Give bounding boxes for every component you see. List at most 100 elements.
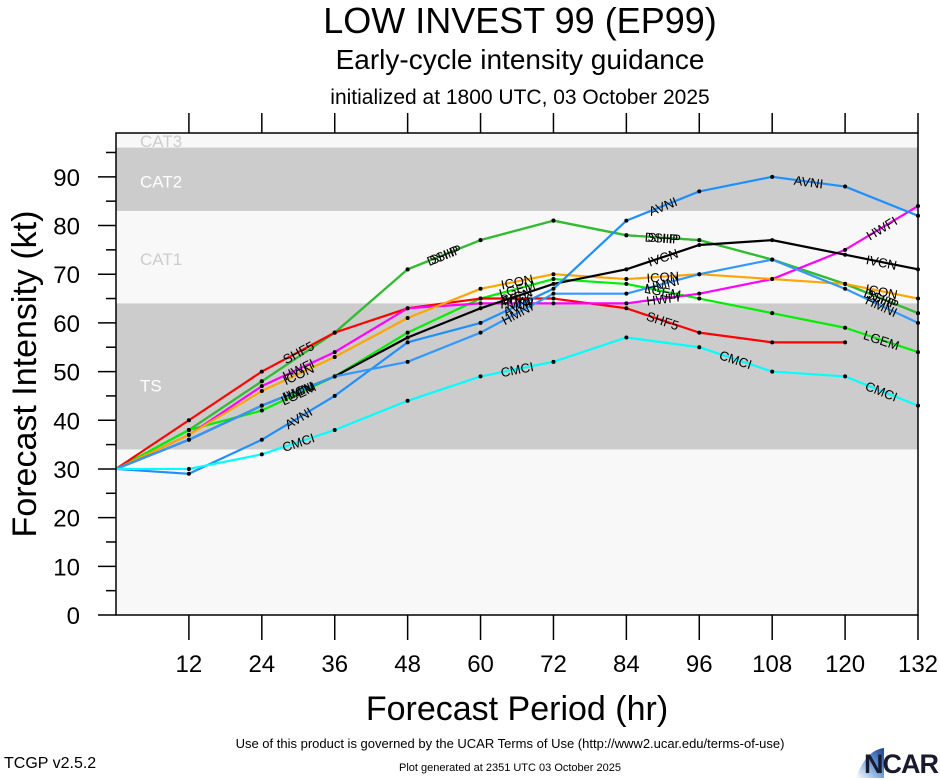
data-point-hwfi: [697, 291, 702, 296]
data-point-avni: [478, 320, 483, 325]
band-ts: [116, 303, 918, 450]
series-line-icon: [115, 273, 919, 470]
chart-subtitle: Early-cycle intensity guidance: [335, 44, 705, 75]
data-point-hwfi: [624, 301, 629, 306]
data-point-avni: [624, 218, 629, 223]
series-label-icon: ICON: [646, 269, 679, 286]
x-tick-label: 72: [540, 651, 567, 678]
data-point-icon: [186, 432, 191, 437]
generated-time: Plot generated at 2351 UTC 03 October 20…: [399, 762, 621, 774]
data-point-lgem: [186, 427, 191, 432]
series-label-hwfi: HWFI: [645, 289, 680, 308]
band-label-cat3: CAT3: [140, 132, 182, 151]
data-point-cmci: [770, 369, 775, 374]
data-point-ivcn: [624, 267, 629, 272]
chart-title: LOW INVEST 99 (EP99): [323, 0, 717, 41]
data-point-hmni: [843, 286, 848, 291]
data-point-avni: [551, 286, 556, 291]
series-label-dshp: DSHP: [644, 229, 681, 246]
y-tick-label: 30: [53, 457, 80, 484]
series-label-avni: AVNI: [793, 173, 824, 192]
data-point-cmci: [551, 359, 556, 364]
data-point-hmni: [551, 291, 556, 296]
data-point-hwfi: [843, 247, 848, 252]
data-point-avni: [405, 340, 410, 345]
ncar-logo-text: NCAR: [864, 749, 939, 779]
init-time: initialized at 1800 UTC, 03 October 2025: [330, 86, 710, 109]
x-tick-label: 48: [394, 651, 421, 678]
data-point-shf5: [186, 418, 191, 423]
data-point-cmci: [697, 345, 702, 350]
data-point-ivcn: [551, 281, 556, 286]
y-tick-label: 10: [53, 554, 80, 581]
data-point-shf5: [478, 296, 483, 301]
data-point-shf5: [624, 306, 629, 311]
data-point-hmni: [405, 359, 410, 364]
data-point-lgem: [843, 325, 848, 330]
data-point-cmci: [186, 466, 191, 471]
data-point-icon: [259, 389, 264, 394]
data-point-icon: [551, 272, 556, 277]
data-point-ivcn: [405, 335, 410, 340]
terms-of-use: Use of this product is governed by the U…: [235, 736, 785, 751]
data-point-cmci: [624, 335, 629, 340]
data-point-cmci: [332, 427, 337, 432]
data-point-lgem: [624, 281, 629, 286]
data-point-icon: [843, 281, 848, 286]
data-point-icon: [624, 277, 629, 282]
y-tick-label: 20: [53, 506, 80, 533]
data-point-icon: [405, 316, 410, 321]
data-point-hwfi: [332, 350, 337, 355]
data-point-cmci: [478, 374, 483, 379]
data-point-avni: [770, 174, 775, 179]
data-point-shf5: [697, 330, 702, 335]
y-tick-label: 0: [67, 603, 80, 630]
data-point-hmni: [697, 272, 702, 277]
data-point-shf5: [843, 340, 848, 345]
data-point-icon: [770, 277, 775, 282]
series-label-hwfi: HWFI: [500, 296, 533, 311]
x-tick-label: 108: [752, 651, 792, 678]
data-point-hmni: [770, 257, 775, 262]
data-point-cmci: [259, 452, 264, 457]
data-point-hwfi: [551, 301, 556, 306]
y-tick-label: 60: [53, 311, 80, 338]
band-label-ts: TS: [140, 376, 162, 395]
data-point-ivcn: [843, 252, 848, 257]
x-tick-label: 132: [898, 651, 938, 678]
data-point-dshp: [405, 267, 410, 272]
x-tick-label: 12: [176, 651, 203, 678]
data-point-lgem: [259, 408, 264, 413]
series-label-shf5: SHF5: [500, 292, 533, 307]
data-point-avni: [332, 393, 337, 398]
data-point-lgem: [405, 330, 410, 335]
data-point-avni: [186, 471, 191, 476]
data-point-lgem: [770, 311, 775, 316]
data-point-hwfi: [405, 306, 410, 311]
series-line-lgem: [115, 277, 919, 470]
ncar-logo-icon: [856, 748, 884, 778]
data-point-dshp: [624, 233, 629, 238]
series-label-icon: ICON: [500, 271, 535, 292]
band-label-cat1: CAT1: [140, 250, 182, 269]
x-tick-label: 36: [321, 651, 348, 678]
band-label-cat2: CAT2: [140, 172, 182, 191]
series-line-hwfi: [115, 205, 919, 470]
data-point-hmni: [259, 403, 264, 408]
series-line-avni: [115, 175, 919, 475]
plot-frame: [115, 132, 919, 616]
x-tick-label: 24: [248, 651, 275, 678]
y-tick-label: 70: [53, 262, 80, 289]
data-point-shf5: [770, 340, 775, 345]
data-point-avni: [843, 184, 848, 189]
series-label-cmci: CMCI: [499, 359, 535, 380]
data-point-ivcn: [697, 242, 702, 247]
data-point-shf5: [259, 369, 264, 374]
data-point-icon: [478, 286, 483, 291]
data-point-ivcn: [478, 306, 483, 311]
data-point-avni: [259, 437, 264, 442]
data-point-lgem: [551, 277, 556, 282]
data-point-hwfi: [259, 384, 264, 389]
data-point-hwfi: [478, 301, 483, 306]
